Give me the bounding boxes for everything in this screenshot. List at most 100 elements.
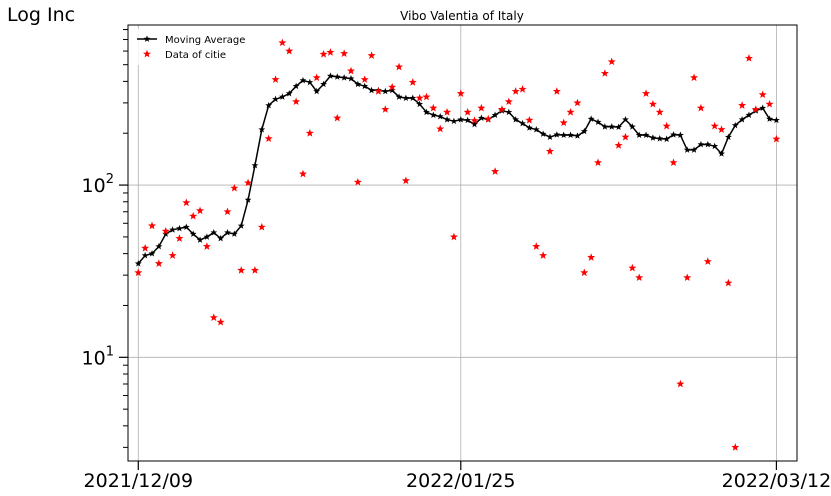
- moving-average-marker: [580, 127, 588, 135]
- data-point-marker: [738, 101, 747, 109]
- data-point-marker: [539, 251, 548, 259]
- data-point-marker: [257, 222, 266, 231]
- data-point-marker: [635, 273, 644, 282]
- data-point-marker: [566, 107, 575, 116]
- data-point-marker: [491, 167, 500, 175]
- moving-average-marker: [381, 87, 389, 95]
- moving-average-marker: [471, 120, 478, 128]
- data-point-marker: [463, 107, 472, 116]
- data-point-marker: [552, 87, 561, 95]
- moving-average-marker: [553, 131, 561, 138]
- data-point-marker: [504, 97, 513, 106]
- moving-average-marker: [244, 196, 252, 203]
- data-point-marker: [621, 132, 630, 141]
- data-point-marker: [141, 244, 150, 252]
- data-point-marker: [175, 234, 184, 242]
- data-point-marker: [703, 257, 712, 265]
- moving-average-marker: [237, 222, 245, 229]
- data-point-marker: [422, 92, 431, 101]
- moving-average-marker: [766, 115, 773, 122]
- data-point-marker: [319, 50, 328, 58]
- moving-average-marker: [292, 82, 300, 90]
- data-point-marker: [401, 176, 410, 185]
- moving-average-marker: [615, 123, 623, 131]
- moving-average-marker: [320, 80, 327, 88]
- moving-average-marker: [745, 111, 753, 118]
- x-tick-label: 2021/12/09: [84, 470, 194, 492]
- data-point-marker: [731, 443, 740, 451]
- moving-average-marker: [409, 94, 417, 101]
- grid-lines: [128, 25, 797, 461]
- data-point-marker: [587, 253, 596, 261]
- moving-average-marker: [477, 114, 485, 121]
- moving-average-marker: [217, 234, 225, 242]
- moving-average-marker: [148, 250, 156, 257]
- data-point-marker: [594, 158, 603, 167]
- moving-average-marker: [567, 131, 574, 139]
- data-point-marker: [744, 54, 753, 62]
- data-point-marker: [154, 259, 163, 267]
- data-point-marker: [202, 242, 211, 250]
- y-tick-label: 102: [82, 172, 114, 197]
- moving-average-marker: [464, 116, 472, 124]
- moving-average-marker: [574, 132, 581, 139]
- data-point-marker: [525, 116, 534, 124]
- moving-average-marker: [251, 161, 259, 169]
- data-point-marker: [642, 89, 651, 97]
- moving-average-marker: [176, 224, 183, 232]
- data-point-marker: [264, 134, 273, 143]
- moving-average-marker: [258, 125, 266, 133]
- moving-average-marker: [203, 233, 211, 240]
- moving-average-marker: [162, 230, 170, 237]
- moving-average-marker: [622, 115, 629, 123]
- data-point-marker: [134, 268, 143, 277]
- data-point-marker: [360, 75, 369, 83]
- moving-average-marker: [519, 119, 526, 127]
- moving-average-marker: [608, 123, 616, 130]
- moving-average-marker: [683, 146, 691, 153]
- moving-average-marker: [457, 115, 465, 123]
- moving-average-marker: [361, 82, 369, 90]
- data-point-marker: [676, 379, 685, 388]
- moving-average-marker: [285, 89, 293, 97]
- data-point-marker: [381, 105, 390, 113]
- y-tick-label: 101: [82, 344, 114, 369]
- data-point-marker: [758, 90, 767, 99]
- data-point-marker: [477, 103, 486, 112]
- legend-label-moving-average: Moving Average: [165, 35, 245, 46]
- moving-average-line: [137, 75, 777, 265]
- data-point-marker: [429, 103, 438, 112]
- data-point-marker: [717, 125, 726, 133]
- data-point-marker: [751, 105, 760, 113]
- y-tick-base: 10: [82, 347, 106, 369]
- moving-average-marker: [670, 131, 677, 138]
- data-point-marker: [724, 278, 733, 287]
- moving-average-marker: [265, 101, 273, 109]
- data-point-marker: [683, 273, 692, 282]
- legend-moving-average-marker: [143, 35, 151, 42]
- moving-average-marker: [436, 112, 444, 120]
- data-point-marker: [223, 207, 232, 216]
- moving-average-marker: [635, 131, 643, 139]
- data-point-marker: [648, 99, 657, 108]
- data-point-marker: [772, 134, 781, 143]
- moving-average-marker: [663, 135, 671, 142]
- data-point-marker: [340, 49, 349, 57]
- data-point-marker: [532, 242, 541, 250]
- data-point-marker: [196, 206, 205, 215]
- data-point-marker: [298, 169, 307, 178]
- moving-average-marker: [326, 72, 334, 79]
- moving-average-marker: [443, 115, 451, 123]
- data-point-marker: [655, 107, 664, 116]
- data-point-marker: [161, 226, 170, 235]
- moving-average-marker: [313, 87, 321, 95]
- corner-label: Log Inc: [7, 4, 76, 26]
- data-point-marker: [449, 232, 458, 241]
- data-point-marker: [600, 69, 609, 77]
- moving-average-marker: [601, 123, 609, 130]
- data-point-marker: [511, 87, 520, 95]
- legend-background: [131, 29, 255, 65]
- x-tick-label: 2022/01/25: [406, 470, 516, 492]
